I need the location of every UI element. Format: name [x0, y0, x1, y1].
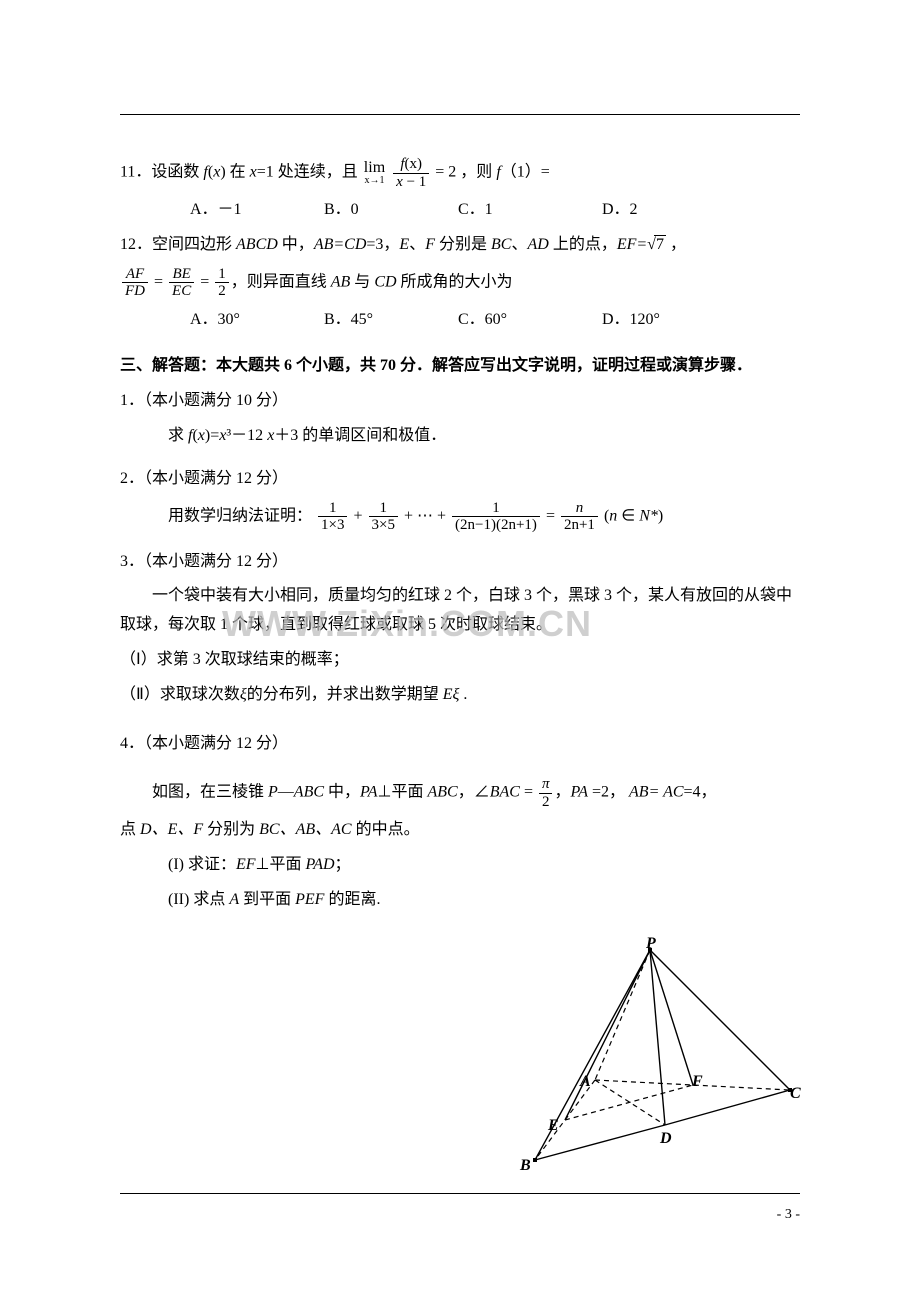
q11-num: f(x) [393, 156, 429, 174]
q12-a: A．30° [190, 306, 320, 335]
q12-frac2: BE EC [169, 266, 194, 300]
q12-ad: AD [527, 236, 548, 253]
q11-d: D．2 [602, 196, 638, 225]
p4-pi2: π2 [539, 776, 553, 810]
q12-sep2: 、 [511, 236, 527, 253]
lim-top: lim [364, 160, 385, 176]
sqrt7: 7 [654, 235, 666, 253]
q12-frac3: 1 2 [215, 266, 229, 300]
label-C: C [790, 1080, 801, 1109]
label-B: B [520, 1152, 531, 1181]
p3-head: 3．（本小题满分 12 分） [120, 548, 800, 577]
q11-frac: f(x) x − 1 [393, 156, 429, 190]
p4-head: 4．（本小题满分 12 分） [120, 730, 800, 759]
label-F: F [692, 1068, 703, 1097]
q12-choices: A．30° B．45° C．60° D．120° [120, 306, 800, 335]
q12-frac1: AF FD [122, 266, 148, 300]
q11: 11．设函数 f(x) 在 x=1 处连续，且 lim x→1 f(x) x −… [120, 156, 800, 190]
p2-t2: 13×5 [369, 500, 398, 534]
q11-end: （1）= [501, 164, 550, 181]
q12: 12．空间四边形 ABCD 中，AB=CD=3，E、F 分别是 BC、AD 上的… [120, 231, 800, 260]
q11-mid3: =1 处连续，且 [257, 164, 362, 181]
rule-bottom [120, 1193, 800, 1194]
q11-eq2: = 2 ，则 [435, 164, 496, 181]
edge-PE [565, 950, 650, 1120]
rule-top [120, 114, 800, 115]
p1-body: 求 f(x)=x³－12 x＋3 的单调区间和极值． [120, 422, 800, 451]
edge-PD [650, 950, 665, 1125]
q11-b: B．0 [324, 196, 454, 225]
q12-comma: ， [666, 236, 686, 253]
geometry-figure: P A B C D E F [500, 940, 800, 1170]
q12-bc: BC [491, 236, 511, 253]
p2-head: 2．（本小题满分 12 分） [120, 465, 800, 494]
edge-PC [650, 950, 790, 1090]
p4-l3: (I) 求证：EF⊥平面 PAD； [120, 851, 800, 880]
lim-bot: x→1 [364, 176, 385, 186]
label-E: E [548, 1112, 559, 1141]
p4-l4: (II) 求点 A 到平面 PEF 的距离. [120, 886, 800, 915]
p3-l3: （Ⅱ）求取球次数ξ的分布列，并求出数学期望 Eξ . [120, 681, 800, 710]
p2-tn: 1(2n−1)(2n+1) [452, 500, 540, 534]
p1-head: 1．（本小题满分 10 分） [120, 387, 800, 416]
q12-l1b: 中， [278, 236, 314, 253]
p2-body: 用数学归纳法证明： 11×3 + 13×5 + ⋯ + 1(2n−1)(2n+1… [120, 500, 800, 534]
p3-l1: 一个袋中装有大小相同，质量均匀的红球 2 个，白球 3 个，黑球 3 个，某人有… [120, 582, 800, 640]
q11-a: A．－1 [190, 196, 320, 225]
q12-sep1: 、 [409, 236, 425, 253]
p4-l2: 点 D、E、F 分别为 BC、AB、AC 的中点。 [120, 816, 800, 845]
q12-l1d: 分别是 [435, 236, 491, 253]
limit: lim x→1 [364, 160, 385, 186]
p2-t1: 11×3 [318, 500, 347, 534]
edge-PA [595, 950, 650, 1080]
q12-abcd: ABCD [236, 236, 278, 253]
q12-abcdeq: AB=CD [314, 236, 367, 253]
q11-stem-prefix: 11．设函数 [120, 164, 203, 181]
geometry-svg [500, 940, 800, 1170]
q12-d: D．120° [602, 306, 660, 335]
p3-l2: （Ⅰ）求第 3 次取球结束的概率； [120, 646, 800, 675]
p4-l1: 如图，在三棱锥 P—ABC 中，PA⊥平面 ABC，∠BAC = π2，PA =… [120, 776, 800, 810]
q11-c: C．1 [458, 196, 598, 225]
q11-choices: A．－1 B．0 C．1 D．2 [120, 196, 800, 225]
section3-title: 三、解答题：本大题共 6 个小题，共 70 分．解答应写出文字说明，证明过程或演… [120, 352, 800, 381]
page: 11．设函数 f(x) 在 x=1 处连续，且 lim x→1 f(x) x −… [0, 0, 920, 1302]
q12-line2: AF FD = BE EC = 1 2 ，则异面直线 AB 与 CD 所成角的大… [120, 266, 800, 300]
label-A: A [580, 1068, 591, 1097]
label-P: P [646, 930, 656, 959]
vertex-B [533, 1158, 537, 1162]
q12-l1c: =3， [366, 236, 399, 253]
q12-ef: EF= [617, 236, 647, 253]
q12-b: B．45° [324, 306, 454, 335]
q12-e: E [399, 236, 409, 253]
q12-f: F [425, 236, 435, 253]
q11-xeq: x [250, 164, 257, 181]
q11-mid2: ) 在 [220, 164, 249, 181]
p2-r: n2n+1 [561, 500, 598, 534]
page-number: - 3 - [777, 1202, 800, 1227]
q12-c: C．60° [458, 306, 598, 335]
q12-l1e: 上的点， [549, 236, 617, 253]
q11-den: x − 1 [393, 174, 429, 191]
q12-l1a: 12．空间四边形 [120, 236, 236, 253]
label-D: D [660, 1125, 672, 1154]
edge-DC [665, 1090, 790, 1125]
